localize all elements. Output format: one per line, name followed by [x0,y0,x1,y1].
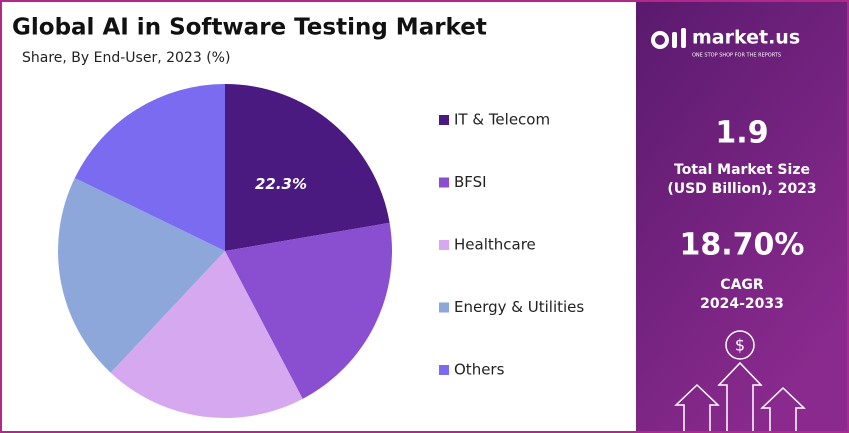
legend-swatch [439,365,449,375]
cagr-value: 18.70% [680,228,805,263]
legend-label: Healthcare [454,236,536,254]
cagr-period: 2024-2033 [700,296,784,312]
legend-swatch [439,115,449,125]
size-value: 1.9 [715,116,768,151]
pie-slice [74,84,226,251]
legend-swatch [439,240,449,250]
size-label: Total Market Size [674,162,810,178]
pie: 22.3% [57,84,393,418]
legend-label: IT & Telecom [454,111,550,129]
tagline: ONE STOP SHOP FOR THE REPORTS [692,53,781,59]
legend-label: BFSI [454,173,487,191]
chart-title: Global AI in Software Testing Market [12,15,487,41]
data-label: 22.3% [255,175,307,193]
chart-subtitle: Share, By End-User, 2023 (%) [22,50,230,66]
legend-label: Others [454,361,505,379]
logo [651,28,686,49]
pie-slice [110,251,303,418]
panel-bg [636,2,847,431]
legend: IT & Telecom BFSI Healthcare Energy & Utili… [439,111,584,379]
size-label: (USD Billion), 2023 [667,181,816,197]
pie-slice [225,84,390,251]
currency: $ [735,336,745,355]
cagr-label: CAGR [720,277,764,293]
legend-swatch [439,302,449,313]
legend-swatch [439,177,449,188]
info-panel: market.us ONE STOP SHOP FOR THE REPORTS … [636,2,847,431]
coin [725,330,755,360]
brand: market.us [692,27,800,49]
arrows [674,361,806,431]
pie-slice [225,222,393,399]
pie-slice [57,178,226,373]
legend-label: Energy & Utilities [454,298,584,316]
